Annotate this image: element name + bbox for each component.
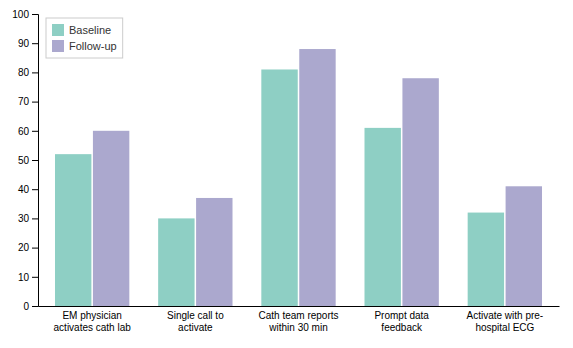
bar bbox=[55, 154, 91, 306]
y-tick: 90 bbox=[18, 38, 38, 49]
x-tick-label: Prompt datafeedback bbox=[374, 310, 429, 333]
y-tick: 50 bbox=[18, 155, 38, 166]
y-tick-mark bbox=[32, 102, 38, 103]
x-tick-label: EM physicianactivates cath lab bbox=[54, 310, 132, 333]
y-tick-label: 30 bbox=[18, 213, 30, 224]
legend-label: Baseline bbox=[69, 24, 111, 36]
y-tick-label: 40 bbox=[18, 184, 30, 195]
x-tick-label-line: Single call to bbox=[167, 310, 224, 321]
x-tick-label-line: activate bbox=[178, 322, 213, 333]
bar bbox=[299, 49, 335, 306]
x-tick: Activate with pre-hospital ECG bbox=[466, 310, 543, 333]
x-tick-label-line: within 30 min bbox=[268, 322, 327, 333]
y-tick-mark bbox=[32, 43, 38, 44]
y-tick-mark bbox=[32, 248, 38, 249]
bar bbox=[364, 128, 400, 306]
y-tick-mark bbox=[32, 277, 38, 278]
bar bbox=[196, 198, 232, 306]
y-tick: 70 bbox=[18, 96, 38, 107]
y-tick-mark bbox=[32, 306, 38, 307]
y-tick-label: 80 bbox=[18, 67, 30, 78]
chart-svg: 0102030405060708090100EM physicianactiva… bbox=[0, 0, 573, 348]
x-tick-label-line: hospital ECG bbox=[475, 322, 534, 333]
x-tick: Prompt datafeedback bbox=[374, 310, 429, 333]
y-tick-label: 100 bbox=[12, 9, 29, 20]
bar bbox=[93, 131, 129, 306]
legend: Baseline Follow-up bbox=[46, 18, 123, 58]
x-tick: Cath team reportswithin 30 min bbox=[258, 310, 338, 333]
legend-swatch bbox=[52, 40, 64, 52]
bar-series bbox=[55, 69, 504, 306]
y-tick: 40 bbox=[18, 184, 38, 195]
y-tick: 100 bbox=[12, 9, 38, 20]
y-tick-label: 60 bbox=[18, 126, 30, 137]
y-tick-label: 90 bbox=[18, 38, 30, 49]
y-axis-line bbox=[32, 15, 39, 307]
y-tick-label: 20 bbox=[18, 242, 30, 253]
bar-series bbox=[93, 49, 542, 306]
legend-swatch bbox=[52, 24, 64, 36]
bar bbox=[261, 69, 297, 306]
bars bbox=[55, 49, 542, 306]
x-tick-label: Activate with pre-hospital ECG bbox=[466, 310, 543, 333]
x-tick-label-line: Activate with pre- bbox=[466, 310, 543, 321]
x-axis: EM physicianactivates cath lab Single cal… bbox=[39, 307, 560, 333]
y-axis: 0 10 20 30 40 50 60 70 80 90 100 bbox=[12, 9, 38, 312]
y-tick-label: 0 bbox=[23, 301, 29, 312]
x-tick-label: Single call toactivate bbox=[167, 310, 224, 333]
legend-item: Baseline bbox=[52, 24, 111, 36]
y-tick-mark bbox=[32, 72, 38, 73]
y-tick: 60 bbox=[18, 126, 38, 137]
bar bbox=[468, 213, 504, 306]
y-tick-label: 10 bbox=[18, 272, 30, 283]
legend-label: Follow-up bbox=[69, 40, 117, 52]
legend-item: Follow-up bbox=[52, 40, 117, 52]
x-tick-label-line: Prompt data bbox=[374, 310, 429, 321]
y-tick-mark bbox=[32, 160, 38, 161]
y-tick-label: 70 bbox=[18, 96, 30, 107]
y-tick-mark bbox=[32, 14, 38, 15]
y-tick: 80 bbox=[18, 67, 38, 78]
y-tick: 0 bbox=[23, 301, 38, 312]
x-axis-line bbox=[39, 306, 560, 307]
x-tick-label: Cath team reportswithin 30 min bbox=[258, 310, 338, 333]
y-tick: 30 bbox=[18, 213, 38, 224]
y-tick-label: 50 bbox=[18, 155, 30, 166]
y-tick-mark bbox=[32, 131, 38, 132]
y-tick-mark bbox=[32, 218, 38, 219]
y-tick-mark bbox=[32, 189, 38, 190]
x-tick-label-line: activates cath lab bbox=[54, 322, 132, 333]
chart-container: 0102030405060708090100EM physicianactiva… bbox=[0, 0, 573, 348]
x-tick-label-line: Cath team reports bbox=[258, 310, 338, 321]
legend-frame bbox=[46, 18, 123, 58]
y-tick: 20 bbox=[18, 242, 38, 253]
x-tick-label-line: EM physician bbox=[62, 310, 121, 321]
y-tick: 10 bbox=[18, 272, 38, 283]
bar bbox=[506, 186, 542, 306]
x-tick: EM physicianactivates cath lab bbox=[54, 310, 132, 333]
x-tick: Single call toactivate bbox=[167, 310, 224, 333]
bar bbox=[402, 78, 438, 306]
bar bbox=[158, 218, 194, 306]
plot: 0102030405060708090100EM physicianactiva… bbox=[12, 9, 559, 333]
x-tick-label-line: feedback bbox=[381, 322, 423, 333]
